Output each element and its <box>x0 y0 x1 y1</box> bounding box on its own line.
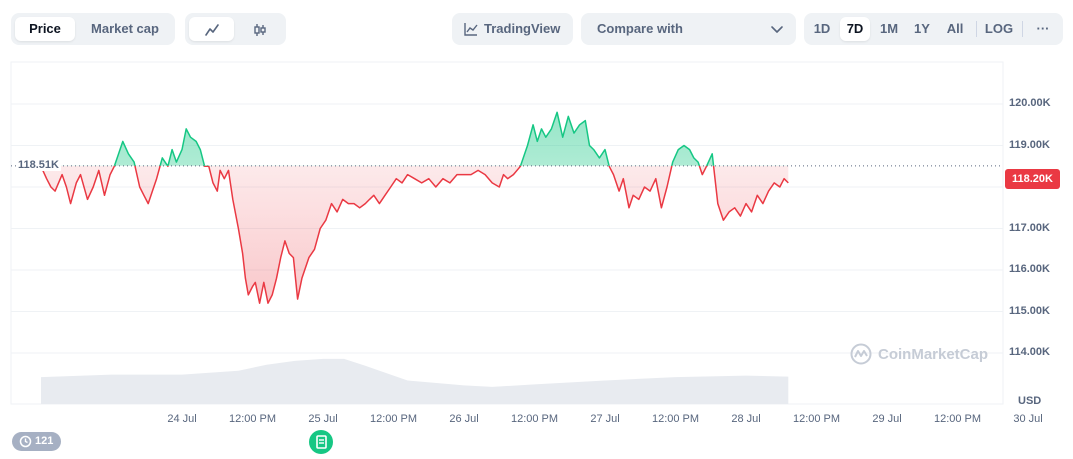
price-line-down <box>40 165 789 304</box>
price-line-up <box>113 111 715 166</box>
tradingview-button[interactable]: TradingView <box>452 13 573 45</box>
range-7d[interactable]: 7D <box>840 17 870 41</box>
volume-area <box>41 358 789 404</box>
x-tick-label: 29 Jul <box>872 413 902 425</box>
y-tick-label: 117.00K <box>1009 221 1050 234</box>
x-tick-label: 12:00 PM <box>369 413 418 425</box>
x-tick-label: 26 Jul <box>449 413 479 425</box>
y-tick-label: 116.00K <box>1009 263 1050 275</box>
candlestick-button[interactable] <box>237 17 282 41</box>
watermark: CoinMarketCap <box>850 343 988 365</box>
x-tick-label: 12:00 PM <box>651 413 700 425</box>
y-tick-label: 115.00K <box>1009 304 1050 317</box>
log-toggle[interactable]: LOG <box>984 21 1014 36</box>
range-selector: 1D 7D 1M 1Y All LOG ··· <box>804 13 1063 45</box>
x-tick-label: 28 Jul <box>731 413 761 425</box>
tradingview-label: TradingView <box>484 21 561 36</box>
compare-with-label: Compare with <box>597 21 683 36</box>
currency-label: USD <box>1018 395 1042 407</box>
chart-type-toggle <box>185 13 286 45</box>
x-tick-label: 12:00 PM <box>792 413 841 425</box>
compare-with-dropdown[interactable]: Compare with <box>581 13 796 45</box>
history-icon <box>19 435 32 448</box>
line-chart-button[interactable] <box>189 17 234 41</box>
chart-line-icon <box>464 23 478 36</box>
reference-price-label: 118.51K <box>16 158 61 171</box>
y-tick-label: 119.00K <box>1009 138 1050 151</box>
range-divider <box>976 21 977 37</box>
area-below-reference <box>41 165 789 304</box>
y-tick-label: 120.00K <box>1009 97 1051 109</box>
range-divider <box>1022 21 1023 37</box>
y-tick-label: 114.00K <box>1009 346 1050 358</box>
price-line <box>11 111 1003 304</box>
x-tick-label: 12:00 PM <box>510 413 559 425</box>
x-tick-label: 24 Jul <box>167 413 197 425</box>
range-1y[interactable]: 1Y <box>914 21 930 36</box>
area-above-reference <box>41 112 789 166</box>
price-fill <box>41 112 789 304</box>
tab-market-cap[interactable]: Market cap <box>91 21 159 36</box>
x-tick-label: 12:00 PM <box>933 413 982 425</box>
range-all[interactable]: All <box>946 21 964 36</box>
x-tick-label: 25 Jul <box>308 413 338 425</box>
x-tick-label: 12:00 PM <box>228 413 277 425</box>
x-tick-label: 27 Jul <box>590 413 620 425</box>
events-count: 121 <box>35 435 54 447</box>
news-marker[interactable] <box>309 430 333 454</box>
watermark-text: CoinMarketCap <box>878 345 989 363</box>
coinmarketcap-logo-icon <box>850 343 872 365</box>
tab-price[interactable]: Price <box>15 17 75 41</box>
candlestick-icon <box>253 23 266 36</box>
range-1m[interactable]: 1M <box>879 21 899 36</box>
price-marketcap-toggle: Price Market cap <box>11 13 175 45</box>
volume-shape <box>41 358 789 404</box>
document-icon <box>316 435 327 449</box>
more-options-button[interactable]: ··· <box>1036 21 1050 36</box>
chevron-down-icon <box>771 26 783 33</box>
current-price-tag: 118.20K <box>1005 168 1060 189</box>
events-badge[interactable]: 121 <box>12 432 61 451</box>
x-tick-label: 30 Jul <box>1013 413 1043 425</box>
line-chart-icon <box>204 23 219 36</box>
range-1d[interactable]: 1D <box>813 21 831 36</box>
